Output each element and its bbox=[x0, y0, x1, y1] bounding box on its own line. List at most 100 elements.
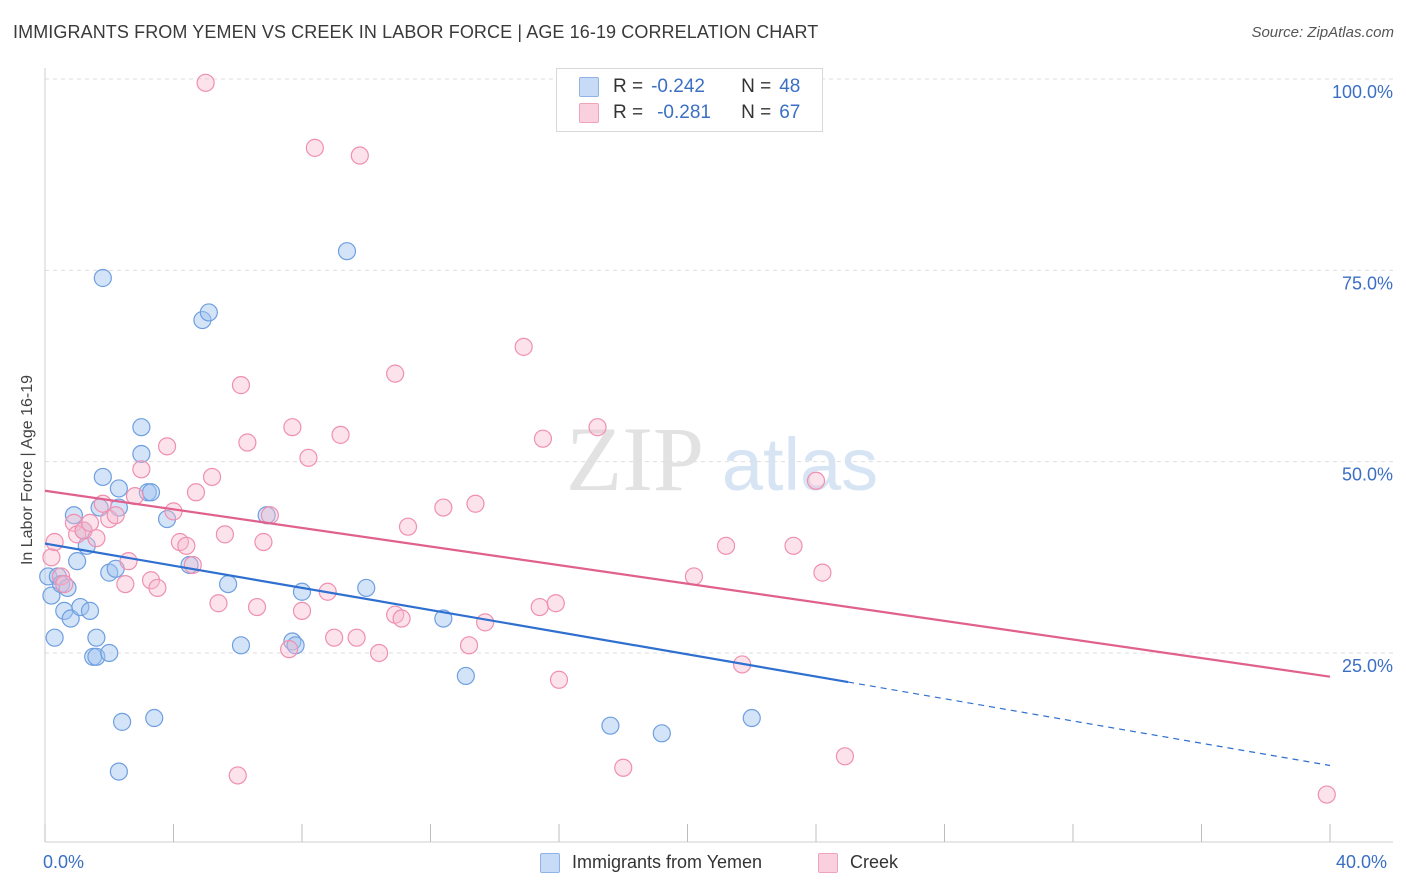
axes bbox=[44, 68, 1393, 843]
legend-r-label: R = bbox=[613, 76, 644, 97]
point-yemen bbox=[199, 303, 218, 322]
point-creek bbox=[254, 532, 273, 552]
point-yemen bbox=[80, 601, 100, 620]
point-creek bbox=[398, 517, 418, 536]
point-creek bbox=[228, 766, 247, 785]
source-label: Source: ZipAtlas.com bbox=[1251, 24, 1394, 41]
point-creek bbox=[386, 364, 405, 383]
point-creek bbox=[164, 502, 183, 521]
point-yemen bbox=[434, 609, 453, 628]
point-creek bbox=[684, 567, 704, 586]
legend-n-label: N = bbox=[741, 102, 772, 123]
legend-item-yemen: Immigrants from Yemen bbox=[540, 852, 762, 873]
point-creek bbox=[614, 758, 633, 777]
point-creek bbox=[64, 513, 84, 532]
point-creek bbox=[299, 448, 318, 467]
chart-title: IMMIGRANTS FROM YEMEN VS CREEK IN LABOR … bbox=[13, 22, 819, 42]
point-yemen bbox=[145, 708, 164, 728]
point-creek bbox=[546, 594, 565, 613]
legend-swatch-yemen bbox=[540, 852, 560, 873]
point-creek bbox=[466, 494, 485, 513]
point-creek bbox=[476, 613, 495, 632]
point-yemen bbox=[100, 643, 119, 663]
point-creek bbox=[87, 529, 106, 548]
point-creek bbox=[835, 747, 855, 766]
legend-swatch-creek bbox=[818, 852, 838, 873]
point-creek bbox=[119, 552, 138, 571]
point-yemen bbox=[357, 578, 376, 598]
series-immigrants-from-yemen-points bbox=[39, 242, 761, 781]
point-creek bbox=[247, 597, 267, 617]
point-creek bbox=[588, 418, 607, 437]
watermark: ZIP atlas bbox=[566, 408, 878, 510]
series-legend: Immigrants from Yemen Creek bbox=[0, 852, 1406, 878]
watermark-zip: ZIP bbox=[566, 408, 704, 510]
point-creek bbox=[514, 337, 533, 356]
correlation-legend: R = -0.242 N = 48 R = -0.281 N = 67 bbox=[556, 68, 823, 132]
series-creek-points bbox=[42, 73, 1336, 804]
legend-n-value-yemen: 48 bbox=[779, 76, 801, 97]
legend-r-label: R = bbox=[613, 102, 644, 123]
point-yemen bbox=[219, 574, 238, 594]
point-yemen bbox=[68, 552, 87, 571]
point-creek bbox=[186, 483, 206, 502]
point-yemen bbox=[652, 724, 671, 743]
point-creek bbox=[55, 574, 74, 594]
point-creek bbox=[350, 146, 369, 165]
y-tick-label-75: 75.0% bbox=[1342, 273, 1393, 293]
point-creek bbox=[549, 670, 569, 689]
point-creek bbox=[813, 563, 832, 582]
point-creek bbox=[202, 467, 222, 487]
legend-n-value-creek: 67 bbox=[779, 102, 801, 123]
legend-n-label: N = bbox=[741, 76, 772, 97]
point-creek bbox=[260, 506, 279, 525]
point-creek bbox=[459, 636, 479, 655]
point-yemen bbox=[132, 444, 151, 464]
point-yemen bbox=[337, 242, 357, 261]
point-yemen bbox=[93, 467, 112, 487]
trend-line-yemen-extension bbox=[848, 681, 1331, 767]
point-creek bbox=[434, 498, 453, 517]
point-yemen bbox=[601, 716, 620, 735]
point-creek bbox=[280, 640, 299, 659]
point-creek bbox=[106, 506, 125, 525]
point-creek bbox=[80, 513, 100, 532]
legend-r-value-yemen: -0.242 bbox=[651, 76, 705, 97]
point-creek bbox=[215, 525, 234, 544]
point-yemen bbox=[45, 628, 64, 647]
point-creek bbox=[530, 597, 549, 617]
point-yemen bbox=[87, 628, 106, 647]
point-creek bbox=[157, 437, 177, 456]
point-creek bbox=[370, 643, 389, 663]
point-yemen bbox=[71, 597, 90, 617]
point-creek bbox=[196, 73, 215, 92]
point-yemen bbox=[109, 479, 128, 498]
point-creek bbox=[292, 601, 312, 620]
point-creek bbox=[533, 429, 553, 448]
point-creek bbox=[148, 578, 167, 598]
point-creek bbox=[716, 536, 736, 555]
point-creek bbox=[42, 548, 61, 567]
legend-row-creek: R = -0.281 N = 67 bbox=[579, 100, 800, 126]
point-creek bbox=[45, 532, 64, 552]
point-yemen bbox=[109, 762, 128, 781]
point-creek bbox=[116, 574, 135, 594]
legend-swatch-yemen bbox=[579, 77, 599, 97]
legend-item-creek: Creek bbox=[818, 852, 898, 873]
legend-label-yemen: Immigrants from Yemen bbox=[572, 852, 763, 872]
point-creek bbox=[177, 536, 196, 555]
trend-lines bbox=[44, 489, 1331, 767]
point-creek bbox=[231, 376, 251, 395]
point-yemen bbox=[112, 712, 132, 731]
trend-line-yemen bbox=[44, 542, 849, 684]
point-yemen bbox=[456, 666, 475, 686]
point-creek bbox=[1317, 785, 1336, 804]
legend-row-yemen: R = -0.242 N = 48 bbox=[579, 74, 800, 100]
watermark-atlas: atlas bbox=[722, 423, 878, 506]
point-creek bbox=[331, 425, 350, 444]
point-creek bbox=[325, 628, 344, 647]
legend-r-value-creek: -0.281 bbox=[657, 102, 711, 123]
point-yemen bbox=[742, 708, 761, 728]
point-creek bbox=[392, 609, 411, 628]
